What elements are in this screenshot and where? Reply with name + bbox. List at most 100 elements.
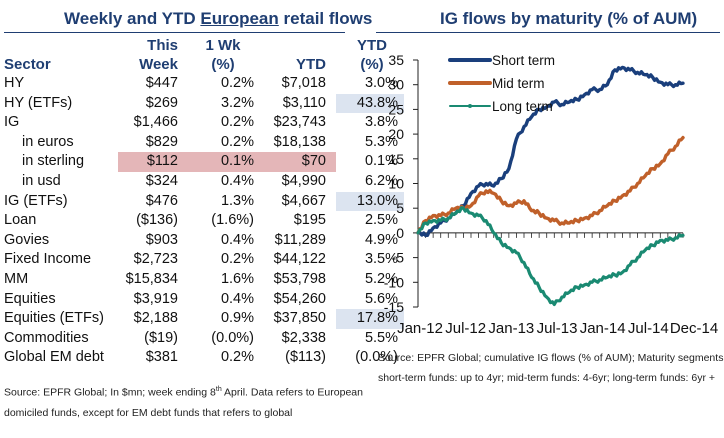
sector-cell: Equities (ETFs) <box>4 310 104 327</box>
x-tick-label: Dec-14 <box>670 320 718 336</box>
this-week-cell: $2,188 <box>133 310 178 327</box>
header-this-week-1: This <box>147 37 178 54</box>
y-tick-label: -15 <box>384 299 404 315</box>
ytd-pct-cell: 2.5% <box>364 212 398 229</box>
header-this-week-2: Week <box>139 56 178 73</box>
ytd-pct-cell: 43.8% <box>336 93 404 114</box>
table-row: MM $15,834 1.6% $53,798 5.2% <box>4 270 404 290</box>
sector-cell: IG <box>4 114 20 131</box>
x-axis <box>417 232 684 238</box>
this-week-cell: $381 <box>145 349 178 366</box>
table-row: Equities (ETFs) $2,188 0.9% $37,850 17.8% <box>4 309 404 329</box>
wk-pct-cell: 0.2% <box>220 349 254 366</box>
x-tick-label: Jan-12 <box>397 320 443 336</box>
wk-pct-cell: 0.9% <box>220 310 254 327</box>
ytd-cell: $70 <box>254 152 336 172</box>
table-row: HY $447 0.2% $7,018 3.0% <box>4 74 404 94</box>
legend-label-long: Long term <box>492 99 553 114</box>
header-sector: Sector <box>4 56 51 73</box>
header-ytd-pct-2: (%) <box>360 56 384 73</box>
y-tick-label: 35 <box>388 52 404 68</box>
wk-pct-cell: 0.2% <box>220 114 254 131</box>
this-week-cell: $1,466 <box>133 114 178 131</box>
wk-pct-cell: 1.6% <box>220 270 254 287</box>
note-text: Source: EPFR Global; In $mn; week ending… <box>4 386 216 399</box>
header-row-1: This 1 Wk YTD <box>4 36 404 55</box>
ytd-pct-cell: 6.2% <box>364 172 398 189</box>
ytd-cell: $11,289 <box>274 231 326 248</box>
series-layer <box>416 65 685 307</box>
ytd-pct-cell: 5.2% <box>364 270 398 287</box>
ytd-pct-cell: 5.5% <box>364 329 398 346</box>
ytd-cell: $44,122 <box>273 251 326 268</box>
wk-pct-cell: (0.0%) <box>211 329 254 346</box>
this-week-cell: $112 <box>118 152 178 172</box>
sector-cell: IG (ETFs) <box>4 192 68 209</box>
table-row: HY (ETFs) $269 3.2% $3,110 43.8% <box>4 93 404 114</box>
table-title-rule <box>4 32 345 33</box>
ytd-cell: $3,110 <box>282 94 326 111</box>
table-title-suffix: retail flows <box>278 9 373 28</box>
ytd-pct-cell: 4.9% <box>364 231 398 248</box>
series-line-mid <box>416 135 685 235</box>
this-week-cell: $324 <box>145 172 178 189</box>
sector-cell: Global EM debt <box>4 349 104 366</box>
sector-cell: in euros <box>22 133 74 150</box>
header-ytd: YTD <box>296 56 326 73</box>
table-row: in sterling $112 0.1% $70 0.1% <box>4 152 404 172</box>
header-empty <box>4 36 118 55</box>
x-tick-label: Jul-14 <box>628 320 669 336</box>
ytd-pct-cell: 5.3% <box>364 133 398 150</box>
flows-table: This 1 Wk YTD Sector Week (%) YTD (%) HY… <box>4 36 404 368</box>
ig-flows-chart: 35 30 25 20 15 10 5 0 -5 -10 -15 Short term Mid ter… <box>384 52 718 336</box>
y-tick-label: 25 <box>388 101 404 117</box>
y-tick-label: -5 <box>392 250 405 266</box>
wk-pct-cell: 0.4% <box>220 290 254 307</box>
ytd-cell: $23,743 <box>273 114 326 131</box>
sector-cell: HY <box>4 75 25 91</box>
y-tick-label: -10 <box>384 274 404 290</box>
ytd-pct-cell: 0.1% <box>364 153 398 170</box>
header-1wk-1: 1 Wk <box>205 37 241 54</box>
table-source-note: Source: EPFR Global; In $mn; week ending… <box>4 380 363 423</box>
this-week-cell: $269 <box>145 94 178 111</box>
header-ytd-pct-1: YTD <box>357 37 387 54</box>
table-row: Loan ($136) (1.6%) $195 2.5% <box>4 211 404 231</box>
sector-cell: in usd <box>22 172 61 189</box>
sector-cell: in sterling <box>22 153 85 170</box>
sector-cell: Govies <box>4 231 50 248</box>
sector-cell: Commodities <box>4 329 89 346</box>
legend-label-mid: Mid term <box>492 76 545 91</box>
wk-pct-cell: 1.3% <box>220 192 254 209</box>
wk-pct-cell: 3.2% <box>220 94 254 111</box>
table-title-prefix: Weekly and YTD <box>64 9 201 28</box>
table-row: IG (ETFs) $476 1.3% $4,667 13.0% <box>4 191 404 212</box>
this-week-cell: $903 <box>145 231 178 248</box>
sector-cell: Fixed Income <box>4 251 92 268</box>
table-title-underlined: European <box>200 9 279 28</box>
note-superscript: th <box>215 386 222 393</box>
this-week-cell: $829 <box>145 133 178 150</box>
sector-cell: HY (ETFs) <box>4 94 73 111</box>
x-tick-label: Jan-14 <box>580 320 626 336</box>
this-week-cell: $476 <box>145 192 178 209</box>
wk-pct-cell: 0.4% <box>220 172 254 189</box>
y-tick-label: 5 <box>396 200 404 216</box>
chart-note-line-2: short-term funds: up to 4yr; mid-term fu… <box>378 372 715 384</box>
ytd-cell: $4,990 <box>281 172 326 189</box>
y-tick-label: 0 <box>396 225 404 241</box>
y-tick-label: 20 <box>388 126 404 142</box>
ytd-cell: $4,667 <box>281 192 326 209</box>
sector-cell: MM <box>4 270 29 287</box>
ytd-cell: $54,260 <box>273 290 326 307</box>
wk-pct-cell: 0.4% <box>220 231 254 248</box>
wk-pct-cell: 0.2% <box>220 133 254 150</box>
flows-table-body: HY $447 0.2% $7,018 3.0% HY (ETFs) $269 3.2% $3,… <box>4 74 404 368</box>
ytd-cell: $7,018 <box>281 75 326 91</box>
this-week-cell: $15,834 <box>125 270 178 287</box>
wk-pct-cell: 0.2% <box>220 251 254 268</box>
ytd-cell: $195 <box>293 212 326 229</box>
this-week-cell: ($19) <box>144 329 178 346</box>
ytd-pct-cell: 5.6% <box>364 290 398 307</box>
y-tick-label: 10 <box>388 176 404 192</box>
